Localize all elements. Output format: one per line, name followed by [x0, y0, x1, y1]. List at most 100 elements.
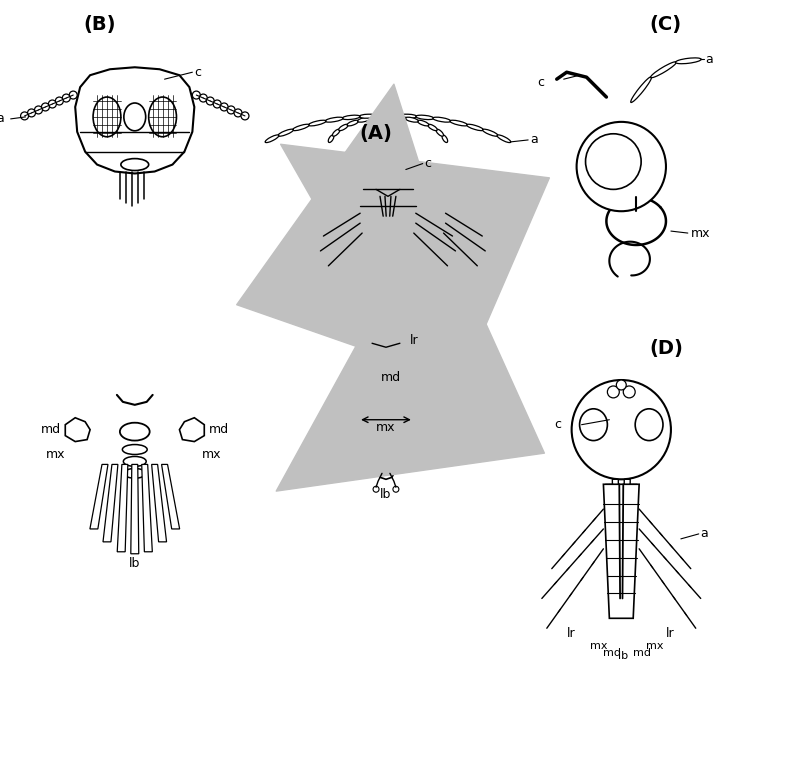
Circle shape	[359, 161, 383, 186]
Ellipse shape	[497, 135, 510, 143]
Ellipse shape	[405, 117, 418, 122]
Text: md: md	[633, 648, 651, 658]
Text: md: md	[210, 423, 230, 436]
Circle shape	[373, 486, 379, 492]
Ellipse shape	[124, 103, 146, 131]
Polygon shape	[624, 484, 633, 604]
Text: (A): (A)	[360, 125, 393, 144]
Circle shape	[21, 112, 29, 120]
Ellipse shape	[436, 129, 443, 136]
Circle shape	[214, 100, 221, 108]
Ellipse shape	[375, 114, 392, 118]
Text: lb: lb	[129, 557, 141, 570]
Text: a: a	[530, 134, 538, 147]
Ellipse shape	[635, 409, 663, 441]
Circle shape	[192, 91, 200, 99]
Circle shape	[42, 103, 50, 111]
Polygon shape	[369, 335, 383, 346]
Polygon shape	[623, 479, 630, 608]
Ellipse shape	[149, 97, 177, 137]
Polygon shape	[368, 445, 404, 479]
Polygon shape	[331, 406, 356, 432]
Text: mx: mx	[690, 227, 710, 240]
Polygon shape	[342, 368, 364, 386]
Text: lb: lb	[380, 487, 392, 500]
Ellipse shape	[428, 125, 438, 131]
Circle shape	[577, 122, 666, 211]
Ellipse shape	[124, 468, 145, 478]
Polygon shape	[606, 484, 616, 604]
Ellipse shape	[278, 129, 294, 136]
Ellipse shape	[418, 120, 429, 126]
Ellipse shape	[338, 125, 348, 131]
Ellipse shape	[650, 62, 676, 78]
Text: mx: mx	[202, 448, 222, 461]
Ellipse shape	[121, 159, 149, 170]
Circle shape	[241, 112, 249, 120]
Circle shape	[55, 97, 63, 105]
Circle shape	[586, 134, 641, 189]
Text: c: c	[425, 157, 432, 170]
Ellipse shape	[391, 115, 406, 119]
Ellipse shape	[293, 125, 310, 131]
Circle shape	[342, 247, 348, 252]
Polygon shape	[408, 368, 430, 386]
Ellipse shape	[366, 268, 410, 279]
Polygon shape	[152, 465, 166, 542]
Circle shape	[572, 380, 671, 479]
Ellipse shape	[416, 115, 434, 119]
Circle shape	[62, 94, 70, 102]
Circle shape	[220, 103, 228, 111]
Ellipse shape	[362, 246, 414, 258]
Polygon shape	[603, 484, 639, 618]
Ellipse shape	[442, 135, 448, 143]
Ellipse shape	[123, 456, 146, 466]
Polygon shape	[179, 418, 204, 442]
Ellipse shape	[364, 257, 412, 268]
Polygon shape	[131, 465, 138, 554]
Ellipse shape	[482, 129, 498, 136]
Text: c: c	[537, 76, 544, 89]
Ellipse shape	[93, 97, 121, 137]
Polygon shape	[66, 418, 90, 442]
Ellipse shape	[369, 280, 407, 290]
Ellipse shape	[328, 135, 334, 143]
Polygon shape	[90, 465, 108, 529]
Circle shape	[393, 486, 399, 492]
Circle shape	[623, 386, 635, 398]
Circle shape	[70, 91, 77, 99]
Text: c: c	[194, 66, 202, 79]
Ellipse shape	[120, 422, 150, 441]
Text: lr: lr	[666, 626, 674, 639]
Ellipse shape	[450, 120, 467, 126]
Text: mx: mx	[590, 641, 607, 651]
Text: mx: mx	[646, 641, 664, 651]
Ellipse shape	[399, 114, 417, 118]
Text: a: a	[0, 112, 3, 125]
Text: md: md	[381, 371, 401, 384]
Circle shape	[227, 106, 235, 114]
Ellipse shape	[379, 206, 397, 216]
Text: mx: mx	[376, 421, 396, 434]
Circle shape	[206, 97, 214, 105]
Text: (B): (B)	[83, 15, 116, 34]
Polygon shape	[626, 484, 637, 604]
Polygon shape	[75, 67, 194, 173]
Ellipse shape	[370, 115, 385, 119]
Ellipse shape	[333, 129, 340, 136]
Circle shape	[373, 451, 387, 465]
Polygon shape	[118, 465, 128, 552]
Ellipse shape	[361, 235, 415, 247]
Ellipse shape	[122, 445, 147, 455]
Ellipse shape	[358, 117, 371, 122]
Circle shape	[401, 170, 409, 177]
Ellipse shape	[384, 114, 400, 118]
Ellipse shape	[265, 135, 279, 143]
Circle shape	[339, 222, 345, 228]
Polygon shape	[610, 484, 618, 604]
Circle shape	[234, 109, 242, 117]
Polygon shape	[612, 479, 619, 608]
Text: md: md	[603, 648, 622, 658]
Text: (C): (C)	[649, 15, 682, 34]
Text: lr: lr	[410, 334, 418, 347]
